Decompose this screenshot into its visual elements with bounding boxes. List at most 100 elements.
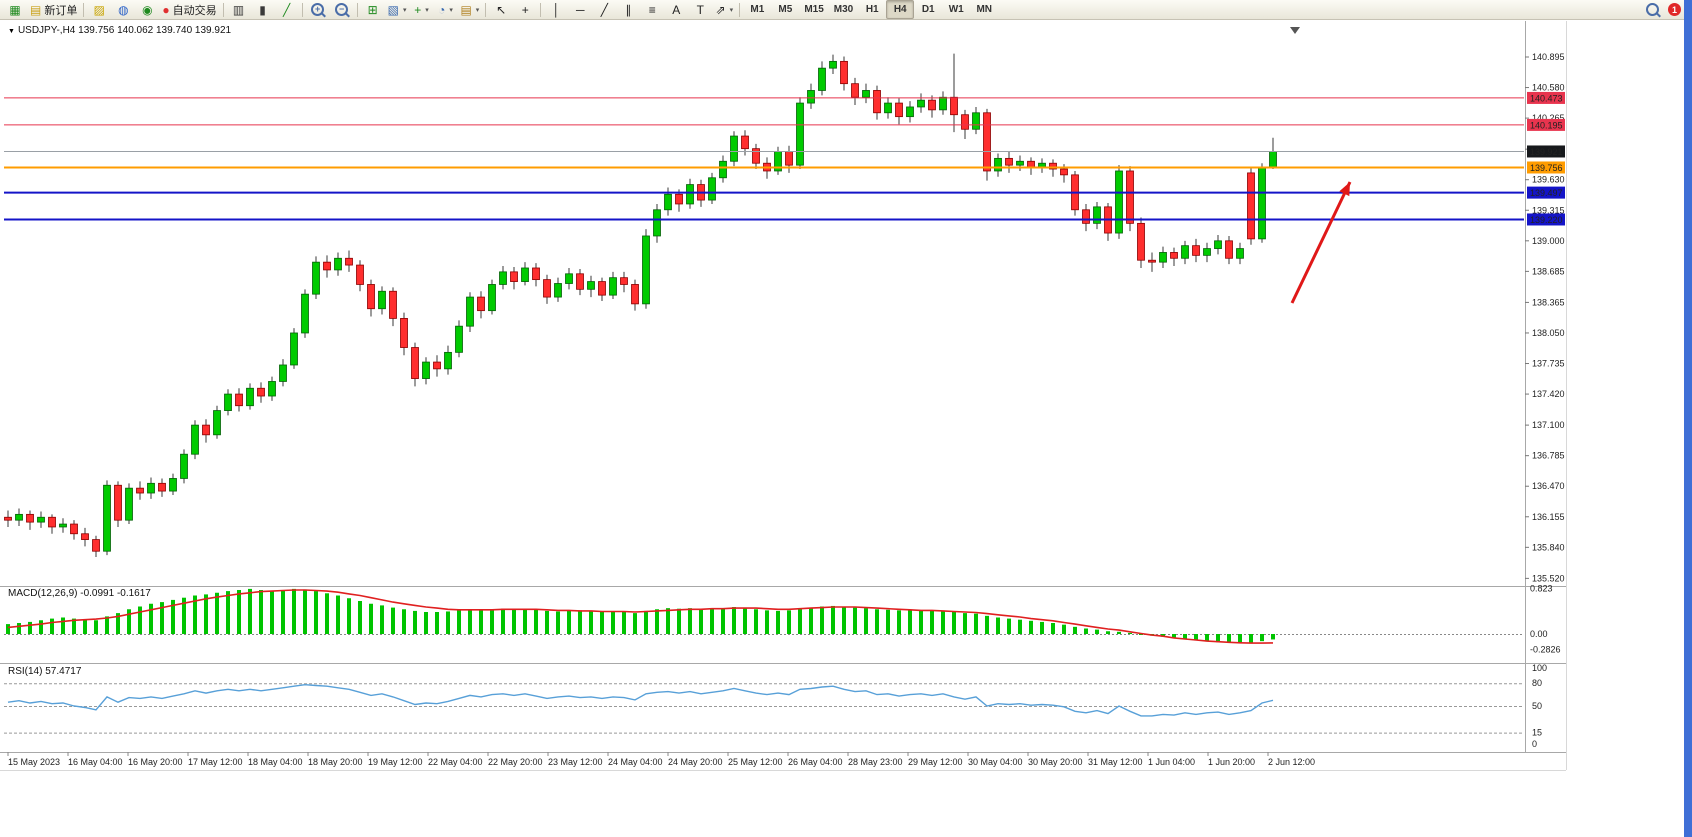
svg-text:16 May 20:00: 16 May 20:00 [128, 757, 183, 767]
line-chart-icon[interactable]: ╱ [275, 0, 299, 19]
vertical-line-icon[interactable]: │ [544, 0, 568, 19]
label-icon[interactable]: T [688, 0, 712, 19]
dropdown-caret-icon: ▾ [475, 6, 480, 14]
price-lines[interactable]: 140.473 140.195 139.921 139.756 139.497 139.2… [4, 91, 1565, 226]
market-watch-icon[interactable]: ▨ [87, 0, 111, 19]
svg-text:50: 50 [1532, 701, 1542, 711]
timeframe-m1[interactable]: M1 [750, 4, 765, 15]
shapes-icon-glyph: ⇗ [715, 2, 726, 17]
svg-text:135.840: 135.840 [1532, 542, 1565, 552]
channel-icon[interactable]: ∥ [616, 0, 640, 19]
tile-windows-icon-glyph: ⊞ [367, 2, 378, 17]
timeframe-m5[interactable]: M5 [778, 4, 793, 15]
svg-text:140.580: 140.580 [1532, 83, 1565, 93]
candlestick-chart-icon[interactable]: ▮ [251, 0, 275, 19]
svg-text:15 May 2023: 15 May 2023 [8, 757, 60, 767]
candlestick-series [4, 53, 1277, 558]
svg-text:136.785: 136.785 [1532, 451, 1565, 461]
svg-text:137.100: 137.100 [1532, 420, 1565, 430]
cursor-icon-glyph: ↖ [496, 2, 507, 17]
svg-text:139.921: 139.921 [1530, 147, 1563, 157]
chart-window-icon-glyph: ▦ [9, 2, 21, 17]
svg-text:22 May 04:00: 22 May 04:00 [428, 757, 483, 767]
crosshair-icon-glyph: + [521, 2, 529, 17]
collapse-icon[interactable]: ▼ [8, 28, 15, 35]
svg-text:24 May 20:00: 24 May 20:00 [668, 757, 723, 767]
new-chart-icon-glyph: ▧ [387, 2, 399, 17]
terminal-icon[interactable]: ◉ [135, 0, 159, 19]
dropdown-caret-icon: ▾ [425, 6, 429, 14]
crosshair-icon[interactable]: + [513, 0, 537, 19]
svg-text:15: 15 [1532, 728, 1542, 738]
new-order-button-icon: ▤ [30, 2, 42, 17]
svg-text:31 May 12:00: 31 May 12:00 [1088, 757, 1143, 767]
zoom-out-icon-glass: − [335, 3, 349, 16]
svg-text:80: 80 [1532, 678, 1542, 688]
svg-text:30 May 20:00: 30 May 20:00 [1028, 757, 1083, 767]
timeframe-w1[interactable]: W1 [948, 4, 964, 15]
horizontal-line-icon[interactable]: ─ [568, 0, 592, 19]
svg-text:24 May 04:00: 24 May 04:00 [608, 757, 663, 767]
timeframe-d1[interactable]: D1 [921, 4, 935, 15]
timeframe-m15[interactable]: M15 [804, 4, 824, 15]
horizontal-line-icon-glyph: ─ [576, 2, 585, 17]
svg-text:0: 0 [1532, 739, 1537, 749]
svg-text:140.473: 140.473 [1530, 93, 1563, 103]
cursor-icon[interactable]: ↖ [489, 0, 513, 19]
trend-arrow-annotation[interactable] [1290, 181, 1352, 304]
svg-text:18 May 20:00: 18 May 20:00 [308, 757, 363, 767]
periods-icon[interactable]: ◔ ▾ [433, 0, 457, 19]
macd-pane: 0.823 0.00 -0.2826 [4, 584, 1561, 655]
timeframe-m30[interactable]: M30 [833, 4, 854, 15]
tile-windows-icon[interactable]: ⊞ [361, 0, 385, 19]
svg-text:25 May 12:00: 25 May 12:00 [728, 757, 783, 767]
indicators-icon[interactable]: + ▾ [409, 0, 433, 19]
svg-text:19 May 12:00: 19 May 12:00 [368, 757, 423, 767]
trendline-icon[interactable]: ╱ [592, 0, 616, 19]
svg-text:138.050: 138.050 [1532, 328, 1565, 338]
bar-chart-icon[interactable]: ▥ [227, 0, 251, 19]
fibonacci-icon[interactable]: ≡ [640, 0, 664, 19]
svg-text:1 Jun 04:00: 1 Jun 04:00 [1148, 757, 1195, 767]
templates-icon[interactable]: ▤ ▾ [457, 0, 482, 19]
toolbar-separator [222, 2, 224, 17]
chart-title: USDJPY-,H4 139.756 140.062 139.740 139.9… [17, 25, 232, 36]
zoom-out-icon[interactable]: − [330, 0, 354, 19]
notification-badge[interactable]: 1 [1668, 3, 1681, 16]
navigator-icon[interactable]: ◍ [111, 0, 135, 19]
svg-text:28 May 23:00: 28 May 23:00 [848, 757, 903, 767]
rsi-pane: 100 80 50 150 [4, 663, 1547, 749]
periods-icon-glyph: ◔ [438, 2, 446, 17]
zoom-in-icon-glass: + [311, 3, 325, 16]
chart-shift-marker [1290, 27, 1300, 34]
vertical-line-icon-glyph: │ [552, 2, 561, 17]
svg-text:137.735: 137.735 [1532, 359, 1565, 369]
svg-text:2 Jun 12:00: 2 Jun 12:00 [1268, 757, 1315, 767]
candlestick-chart-icon-glyph: ▮ [259, 2, 266, 17]
svg-text:30 May 04:00: 30 May 04:00 [968, 757, 1023, 767]
timeframe-h4[interactable]: H4 [886, 0, 915, 19]
new-order-button[interactable]: ▤ 新订单 [27, 0, 80, 19]
timeframe-mn[interactable]: MN [976, 4, 992, 15]
channel-icon-glyph: ∥ [625, 2, 632, 17]
svg-text:139.315: 139.315 [1532, 205, 1565, 215]
svg-text:100: 100 [1532, 663, 1547, 673]
svg-text:135.520: 135.520 [1532, 573, 1565, 583]
toolbar-separator [485, 2, 487, 17]
line-chart-icon-glyph: ╱ [282, 2, 291, 17]
svg-text:22 May 20:00: 22 May 20:00 [488, 757, 543, 767]
zoom-in-icon[interactable]: + [306, 0, 330, 19]
svg-text:139.497: 139.497 [1530, 188, 1563, 198]
text-icon[interactable]: A [664, 0, 688, 19]
toolbar: ▦ ▤ 新订单 ▨ ◍ ◉ ● 自动交易 ▥ ▮ ╱ + − ⊞ ▧ ▾ + ▾ ◔ ▾ ▤ ▾ ↖ + │ ─ ╱ ∥ ≡ A T ⇗ ▾ M1… [0, 0, 1684, 20]
search-icon[interactable] [1640, 0, 1664, 19]
timeframe-h1[interactable]: H1 [865, 4, 879, 15]
new-chart-icon[interactable]: ▧ ▾ [385, 0, 410, 19]
auto-trading-button-label: 自动交易 [172, 4, 217, 17]
shapes-icon[interactable]: ⇗ ▾ [712, 0, 736, 19]
time-axis[interactable]: 15 May 2023 16 May 04:00 16 May 20:00 17 Ma… [7, 752, 1315, 767]
chart-window-icon[interactable]: ▦ [3, 0, 27, 19]
auto-trading-button[interactable]: ● 自动交易 [159, 0, 219, 19]
trendline-icon-glyph: ╱ [600, 2, 608, 17]
